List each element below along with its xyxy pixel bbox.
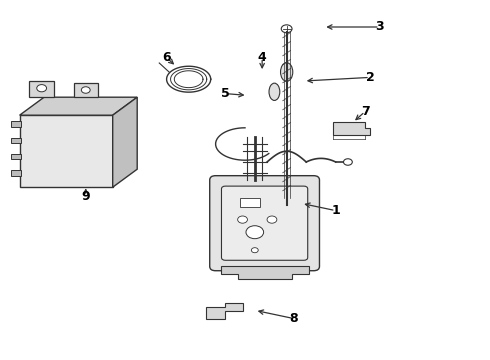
Polygon shape	[29, 81, 54, 97]
Circle shape	[343, 159, 352, 165]
Bar	[11, 121, 21, 127]
Text: 5: 5	[221, 87, 230, 100]
Ellipse shape	[269, 83, 280, 100]
Bar	[11, 154, 21, 159]
Ellipse shape	[280, 63, 293, 81]
Polygon shape	[113, 97, 137, 187]
Bar	[11, 138, 21, 143]
Bar	[20, 115, 113, 187]
Text: 8: 8	[290, 312, 298, 325]
Circle shape	[267, 216, 277, 223]
Text: 3: 3	[375, 21, 384, 33]
Circle shape	[246, 226, 264, 239]
Circle shape	[251, 248, 258, 253]
Polygon shape	[74, 83, 98, 97]
Text: 2: 2	[366, 71, 374, 84]
Polygon shape	[220, 266, 309, 279]
Polygon shape	[333, 122, 370, 135]
Circle shape	[238, 216, 247, 223]
Text: 6: 6	[162, 51, 171, 64]
Text: 4: 4	[258, 51, 267, 64]
Polygon shape	[206, 303, 243, 319]
Circle shape	[37, 85, 47, 92]
Text: 1: 1	[331, 204, 340, 217]
Polygon shape	[20, 97, 137, 115]
Bar	[240, 198, 260, 207]
FancyBboxPatch shape	[210, 176, 319, 271]
FancyBboxPatch shape	[221, 186, 308, 260]
Text: 9: 9	[81, 190, 90, 203]
Bar	[11, 170, 21, 176]
Circle shape	[281, 25, 292, 33]
Circle shape	[81, 87, 90, 93]
Text: 7: 7	[361, 105, 369, 118]
